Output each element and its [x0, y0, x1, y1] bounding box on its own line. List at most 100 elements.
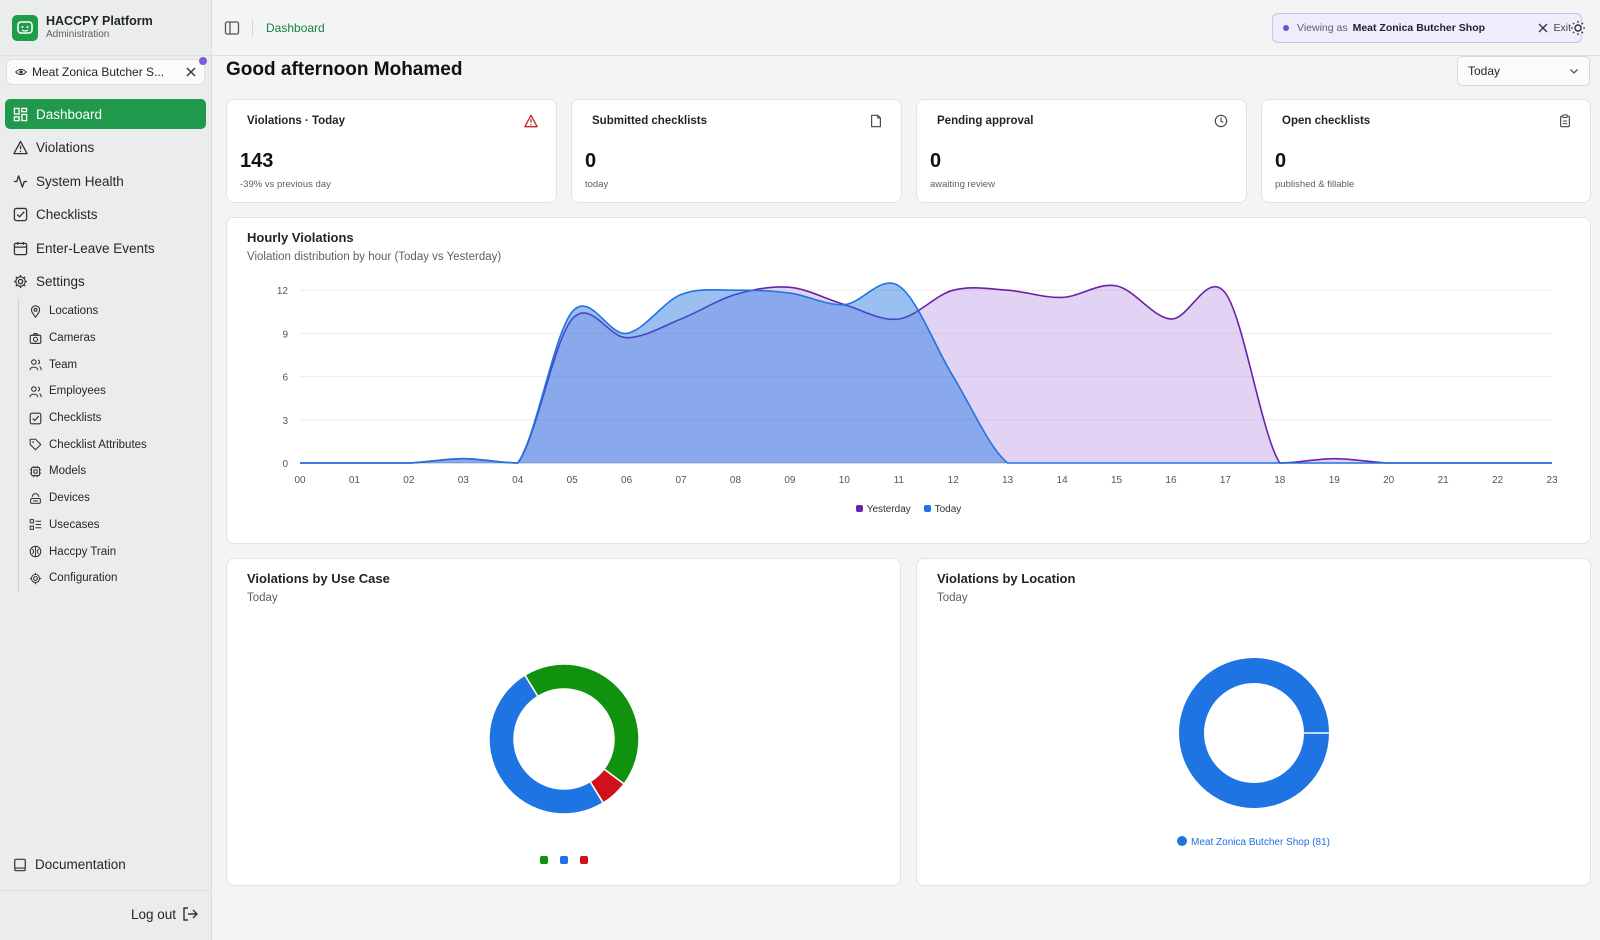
sidebar-item-team[interactable]: Team [29, 351, 206, 378]
stat-card-pending-approval: Pending approval 0 awaiting review [916, 99, 1247, 203]
logout-icon [183, 907, 198, 921]
x-tick-label: 16 [1165, 475, 1177, 486]
series-line-today[interactable] [300, 282, 1552, 464]
sidebar-item-checklists[interactable]: Checklists [29, 405, 206, 432]
nav-item-system-health[interactable]: System Health [5, 166, 206, 196]
y-tick-label: 12 [277, 286, 289, 297]
app-logo-icon [12, 14, 38, 41]
breadcrumb[interactable]: Dashboard [266, 21, 325, 35]
nav-label: Dashboard [36, 106, 103, 122]
activity-icon [13, 174, 28, 188]
sidebar-item-haccpy-train[interactable]: Haccpy Train [29, 538, 206, 565]
eye-icon [15, 68, 27, 76]
documentation-link[interactable]: Documentation [13, 857, 126, 872]
exit-button[interactable]: Exit [1538, 22, 1571, 34]
file-icon [871, 114, 881, 128]
series-area-today [300, 283, 1552, 463]
y-tick-label: 6 [282, 373, 288, 384]
chart-legend[interactable]: Meat Zonica Butcher Shop (81) [917, 836, 1590, 848]
nav-item-enter-leave-events[interactable]: Enter-Leave Events [5, 233, 206, 263]
x-tick-label: 08 [730, 475, 742, 486]
sidebar-item-usecases[interactable]: Usecases [29, 512, 206, 539]
nav-item-violations[interactable]: Violations [5, 133, 206, 163]
sidebar-item-cameras[interactable]: Cameras [29, 325, 206, 352]
viewing-prefix: Viewing as [1297, 22, 1348, 34]
app-subtitle: Administration [46, 29, 110, 40]
sidebar-item-models[interactable]: Models [29, 458, 206, 485]
x-tick-label: 23 [1546, 475, 1558, 486]
stat-title: Submitted checklists [592, 115, 708, 127]
nav-label: Violations [36, 140, 95, 155]
stat-value: 0 [1275, 150, 1287, 172]
sidebar-item-employees[interactable]: Employees [29, 378, 206, 405]
viewing-as-chip[interactable]: Meat Zonica Butcher S... [6, 57, 207, 85]
violations-by-location-card: Violations by Location Today Meat Zonica… [916, 558, 1591, 886]
legend-label: Yesterday [866, 504, 911, 515]
sidebar: HACCPY Platform Administration Meat Zoni… [0, 0, 212, 940]
stat-title: Violations · Today [247, 115, 345, 127]
nav-item-settings[interactable]: Settings [5, 267, 206, 297]
sub-item-label: Devices [49, 492, 90, 505]
sidebar-item-locations[interactable]: Locations [29, 298, 206, 325]
checkbox-icon [13, 207, 28, 222]
page-title: Good afternoon Mohamed [226, 59, 463, 80]
hourly-violations-card: Hourly Violations Violation distribution… [226, 217, 1591, 544]
sub-item-label: Usecases [49, 518, 100, 531]
x-tick-label: 02 [403, 475, 415, 486]
close-icon[interactable] [186, 67, 196, 77]
settings-subnav: Locations Cameras Team Employees Checkli… [18, 298, 206, 592]
x-tick-label: 21 [1438, 475, 1450, 486]
x-tick-label: 10 [839, 475, 851, 486]
sub-item-label: Cameras [49, 332, 96, 345]
violations-by-use-case-card: Violations by Use Case Today [226, 558, 901, 886]
legend-swatch-blue[interactable] [559, 856, 568, 864]
pie-slice[interactable] [1179, 658, 1329, 808]
gear-icon [29, 572, 42, 584]
sub-item-label: Employees [49, 385, 106, 398]
sidebar-toggle-icon[interactable] [224, 20, 240, 36]
chart-subtitle: Today [937, 592, 968, 604]
series-area-yesterday [300, 285, 1552, 463]
y-tick-label: 3 [282, 416, 288, 427]
x-tick-label: 01 [349, 475, 361, 486]
sub-item-label: Checklists [49, 412, 102, 425]
logout-button[interactable]: Log out [131, 906, 198, 922]
nav-item-checklists[interactable]: Checklists [5, 200, 206, 230]
sub-item-label: Haccpy Train [49, 545, 117, 558]
sidebar-item-devices[interactable]: Devices [29, 485, 206, 512]
nav-label: Enter-Leave Events [36, 240, 155, 256]
legend-item-today[interactable]: Today [923, 504, 961, 515]
status-dot [1283, 25, 1289, 31]
nav-label: Settings [36, 274, 85, 289]
x-tick-label: 13 [1002, 475, 1014, 486]
logout-label: Log out [130, 906, 176, 922]
stat-value: 0 [930, 150, 942, 172]
x-tick-label: 12 [948, 475, 960, 486]
legend-swatch-red[interactable] [579, 856, 588, 864]
nav-item-dashboard[interactable]: Dashboard [5, 99, 206, 129]
device-icon [30, 492, 41, 504]
pie-slice[interactable] [523, 663, 640, 786]
date-range-select[interactable]: Today [1457, 56, 1590, 86]
date-range-value: Today [1468, 64, 1501, 78]
x-tick-label: 09 [784, 475, 796, 486]
pie-slice[interactable] [488, 674, 605, 815]
brain-icon [29, 545, 42, 558]
legend-item-yesterday[interactable]: Yesterday [855, 504, 911, 515]
chevron-down-icon [1570, 69, 1578, 74]
sidebar-item-configuration[interactable]: Configuration [29, 565, 206, 592]
x-tick-label: 15 [1111, 475, 1123, 486]
sidebar-item-checklist-attributes[interactable]: Checklist Attributes [29, 431, 206, 458]
stat-card-submitted-checklists: Submitted checklists 0 today [571, 99, 902, 203]
x-tick-label: 04 [512, 475, 524, 486]
stat-title: Pending approval [937, 115, 1034, 127]
divider [252, 20, 253, 36]
legend-label: Meat Zonica Butcher Shop (81) [1191, 837, 1330, 848]
x-tick-label: 05 [567, 475, 579, 486]
y-tick-label: 0 [282, 459, 288, 470]
stat-card-open-checklists: Open checklists 0 published & fillable [1261, 99, 1591, 203]
gear-icon [13, 274, 28, 289]
legend-swatch-green[interactable] [539, 856, 548, 864]
sun-icon[interactable] [1570, 20, 1586, 36]
